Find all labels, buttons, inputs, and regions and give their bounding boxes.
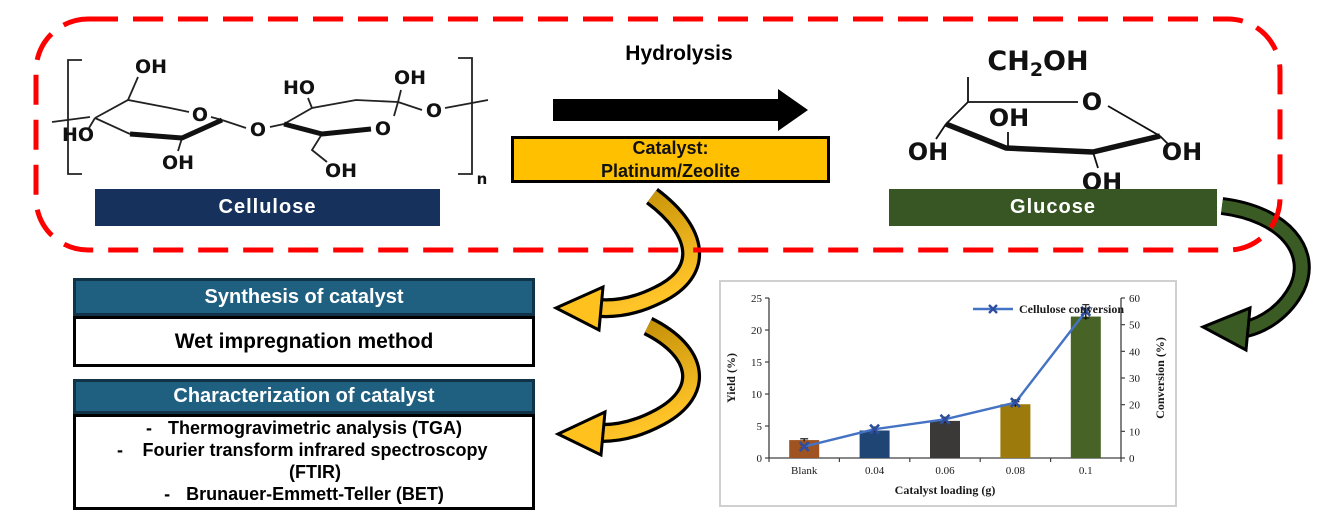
glucose-label-box: Glucose <box>889 189 1217 226</box>
atom-label: OH <box>135 56 167 78</box>
right-tick-label: 50 <box>1129 320 1141 332</box>
right-tick-label: 0 <box>1129 453 1135 465</box>
characterization-item: - Thermogravimetric analysis (TGA) <box>146 418 462 440</box>
characterization-item-label: Thermogravimetric analysis (TGA) <box>167 418 463 439</box>
legend-marker <box>988 304 998 314</box>
cellulose-structure: OH HO OH O O HO OH OH O O n <box>51 56 489 188</box>
atom-label: O <box>1082 88 1102 116</box>
x-marker <box>939 413 951 425</box>
chart-bar-0.06 <box>930 420 960 458</box>
x-marker <box>798 441 810 452</box>
catalyst-box: Catalyst: Platinum/Zeolite <box>511 136 830 183</box>
characterization-item-label: Fourier transform infrared spectroscopy … <box>142 440 488 482</box>
atom-label: OH <box>325 160 357 182</box>
characterization-header-label: Characterization of catalyst <box>173 385 435 407</box>
characterization-item-label: Brunauer-Emmett-Teller (BET) <box>186 483 444 504</box>
atom-label: O <box>250 119 266 141</box>
bullet-dash: - <box>117 440 123 461</box>
legend-label: Cellulose conversion <box>1019 302 1124 316</box>
glucose-bonds <box>935 77 1169 169</box>
characterization-body: - Thermogravimetric analysis (TGA) - Fou… <box>73 414 535 510</box>
characterization-header: Characterization of catalyst <box>73 379 535 414</box>
synthesis-header-label: Synthesis of catalyst <box>204 285 404 308</box>
hydrolysis-label: Hydrolysis <box>625 42 733 65</box>
x-marker <box>869 423 881 435</box>
synthesis-body-label: Wet impregnation method <box>174 329 434 353</box>
atom-label: OH <box>162 152 194 174</box>
right-tick-label: 60 <box>1129 293 1141 305</box>
left-tick-label: 25 <box>751 293 763 305</box>
left-tick-label: 10 <box>751 389 763 401</box>
chart-bar-0.1 <box>1070 316 1101 458</box>
bullet-dash: - <box>145 418 152 439</box>
arrowhead <box>554 409 607 458</box>
synthesis-body: Wet impregnation method <box>73 316 535 367</box>
cellulose-label-box: Cellulose <box>95 189 440 226</box>
glucose-label: Glucose <box>1010 196 1096 218</box>
x-marker <box>1009 397 1021 408</box>
cellulose-atom-labels: OH HO OH O O HO OH OH O O n <box>62 56 487 188</box>
atom-label: OH <box>1162 138 1203 166</box>
subscript-n: n <box>477 170 488 188</box>
characterization-item: - Fourier transform infrared spectroscop… <box>117 440 491 484</box>
chart-bar-0.04 <box>859 430 890 458</box>
catalyst-line1: Catalyst: <box>632 138 709 158</box>
atom-label: OH <box>394 67 426 89</box>
process-arrow-to-characterization <box>554 317 702 458</box>
x-tick-label: 0.04 <box>865 465 885 477</box>
glucose-atom-labels: CH2OH O OH OH OH OH <box>908 46 1203 196</box>
atom-label: O <box>375 118 391 140</box>
bullet-dash: - <box>164 483 171 504</box>
yield-conversion-chart-panel: 0 5 10 15 20 25 0 10 20 30 40 50 60 Blank 0.04 0.06 0.08… <box>719 280 1177 507</box>
atom-label: OH <box>989 104 1030 132</box>
left-axis-title: Yield (%) <box>724 353 738 403</box>
yield-conversion-chart: 0 5 10 15 20 25 0 10 20 30 40 50 60 Blank 0.04 0.06 0.08… <box>724 293 1167 497</box>
ch2oh-label: CH2OH <box>987 46 1088 81</box>
x-tick-label: 0.08 <box>1006 465 1026 477</box>
x-tick-label: 0.1 <box>1079 465 1093 477</box>
atom-label: O <box>192 104 208 126</box>
glucose-structure: CH2OH O OH OH OH OH <box>908 46 1203 196</box>
synthesis-header: Synthesis of catalyst <box>73 278 535 316</box>
atom-label: HO <box>62 124 94 146</box>
chart-bar-0.08 <box>1000 404 1031 458</box>
left-tick-label: 20 <box>751 325 763 337</box>
characterization-item: - Brunauer-Emmett-Teller (BET) <box>164 484 444 506</box>
polymer-bracket-right <box>458 57 473 175</box>
atom-label: OH <box>908 138 949 166</box>
left-tick-label: 5 <box>757 421 763 433</box>
x-axis-title: Catalyst loading (g) <box>895 483 996 497</box>
arrowhead <box>1199 305 1252 353</box>
polymer-bracket-left <box>67 59 82 175</box>
atom-label: HO <box>283 77 315 99</box>
x-tick-label: Blank <box>791 465 818 477</box>
hydrolysis-arrow <box>553 89 808 131</box>
glucose-arrow-to-chart <box>1199 197 1311 353</box>
right-axis-title: Conversion (%) <box>1153 337 1167 419</box>
atom-label: O <box>426 100 442 122</box>
left-tick-label: 15 <box>751 357 763 369</box>
x-tick-label: 0.06 <box>935 465 955 477</box>
glucose-bold-bonds <box>944 121 1161 155</box>
catalyst-line2: Platinum/Zeolite <box>600 160 741 181</box>
right-tick-label: 40 <box>1129 346 1141 358</box>
arrowhead <box>552 284 605 333</box>
x-marker <box>1080 305 1092 317</box>
left-tick-label: 0 <box>757 453 763 465</box>
right-tick-label: 10 <box>1129 426 1141 438</box>
cellulose-label: Cellulose <box>218 196 317 218</box>
right-tick-label: 20 <box>1129 400 1141 412</box>
right-tick-label: 30 <box>1129 373 1141 385</box>
process-arrow-to-synthesis <box>552 188 702 333</box>
